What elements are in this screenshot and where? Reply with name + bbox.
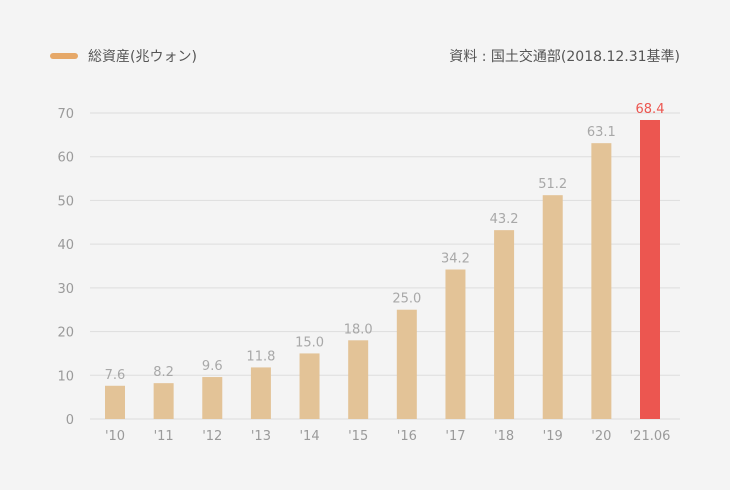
x-tick-label: '14 <box>299 429 319 444</box>
y-tick-label: 50 <box>57 194 74 209</box>
y-tick-label: 70 <box>57 107 74 122</box>
x-tick-label: '20 <box>591 429 611 444</box>
bar <box>542 195 563 419</box>
x-tick-label: '18 <box>494 429 514 444</box>
y-tick-label: 40 <box>57 238 74 253</box>
x-tick-label: '16 <box>397 429 417 444</box>
bar <box>445 269 466 419</box>
bar <box>640 119 660 419</box>
x-tick-label: '11 <box>154 429 174 444</box>
bar <box>105 385 125 419</box>
bar <box>348 340 369 419</box>
legend-label: 総資産(兆ウォン) <box>88 49 197 65</box>
data-label: 9.6 <box>202 359 223 374</box>
data-label: 15.0 <box>295 335 324 350</box>
x-tick-label: '12 <box>202 429 222 444</box>
data-label: 25.0 <box>392 292 421 307</box>
bar <box>591 143 612 420</box>
x-tick-label: '15 <box>348 429 368 444</box>
y-tick-label: 10 <box>57 369 74 384</box>
data-label: 18.0 <box>344 322 373 337</box>
legend: 総資産(兆ウォン) <box>50 46 197 66</box>
bar <box>396 309 417 419</box>
data-label: 51.2 <box>538 177 567 192</box>
data-label: 34.2 <box>441 251 470 266</box>
y-tick-label: 30 <box>57 282 74 297</box>
x-tick-label: '13 <box>251 429 271 444</box>
bar <box>299 353 320 419</box>
source-note: 資料 : 国土交通部(2018.12.31基準) <box>449 49 680 65</box>
bar <box>202 377 223 419</box>
y-tick-label: 0 <box>66 413 74 428</box>
x-tick-label: '17 <box>445 429 465 444</box>
bar <box>494 230 515 419</box>
bar <box>250 367 271 419</box>
data-label: 11.8 <box>246 349 275 364</box>
x-tick-label: '10 <box>105 429 125 444</box>
y-tick-label: 60 <box>57 151 74 166</box>
x-tick-label: '19 <box>543 429 563 444</box>
bar <box>153 383 174 419</box>
data-label: 7.6 <box>105 368 126 383</box>
data-label: 43.2 <box>490 212 519 227</box>
y-tick-label: 20 <box>57 326 74 341</box>
data-label: 8.2 <box>153 365 174 380</box>
legend-swatch <box>50 53 78 59</box>
data-label: 68.4 <box>636 102 665 117</box>
x-tick-label: '21.06 <box>630 429 671 444</box>
data-label: 63.1 <box>587 125 616 140</box>
